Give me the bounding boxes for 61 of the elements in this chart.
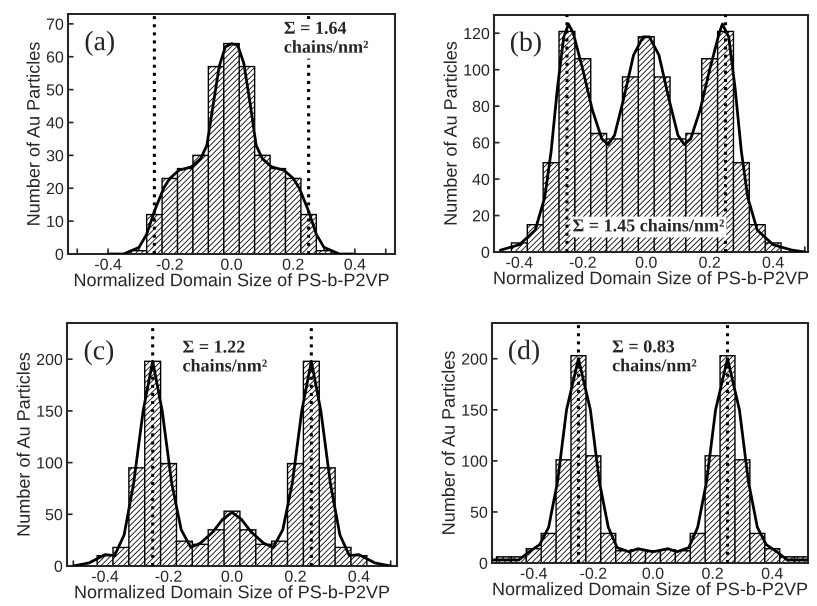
x-tick-label: 0.0 <box>222 570 242 582</box>
annotation: Σ = 1.45 chains/nm² <box>573 218 724 232</box>
y-tick-label: 0 <box>482 246 490 258</box>
y-tick-label: 50 <box>46 84 64 96</box>
y-tick-label: 50 <box>46 508 62 520</box>
y-tick-label: 70 <box>46 18 64 30</box>
y-tick-label: 0 <box>56 248 64 260</box>
y-axis-title: Number of Au Particles <box>16 352 30 536</box>
x-tick-label: -0.2 <box>570 256 596 268</box>
annotation: Σ = 1.22 chains/nm² <box>183 340 267 372</box>
x-axis-title: Normalized Domain Size of PS-b-P2VP <box>75 585 390 598</box>
x-tick-label: -0.2 <box>580 568 606 579</box>
y-tick-label: 60 <box>46 51 64 63</box>
y-axis-title: Number of Au Particles <box>26 42 40 225</box>
x-tick-label: 0.0 <box>221 258 242 270</box>
x-tick-label: -0.4 <box>520 568 548 579</box>
y-tick-label: 200 <box>462 353 488 365</box>
y-tick-label: 50 <box>470 506 488 518</box>
annotation: (c) <box>84 340 114 366</box>
x-tick-label: 0.2 <box>702 568 723 579</box>
x-tick-label: 0.2 <box>282 258 304 270</box>
y-tick-label: 100 <box>37 457 62 469</box>
annotation: (d) <box>509 340 539 365</box>
annotation: Σ = 0.83 chains/nm² <box>612 340 696 372</box>
y-tick-label: 40 <box>472 174 490 186</box>
annotation: Σ = 1.64 chains/nm² <box>284 22 368 53</box>
x-tick-label: -0.4 <box>95 258 122 270</box>
y-tick-label: 200 <box>36 354 62 366</box>
annotation: (b) <box>510 32 541 57</box>
x-axis-title: Normalized Domain Size of PS-b-P2VP <box>493 582 808 596</box>
y-tick-label: 0 <box>54 560 62 572</box>
x-tick-label: 0.4 <box>762 568 783 579</box>
y-axis-title: Number of Au Particles <box>444 42 457 224</box>
x-tick-label: 0.0 <box>636 256 657 268</box>
y-tick-label: 120 <box>464 28 490 40</box>
y-tick-label: 40 <box>46 117 64 128</box>
y-tick-label: 150 <box>37 406 62 417</box>
y-tick-label: 20 <box>472 210 490 222</box>
x-axis-title: Normalized Domain Size of PS-b-P2VP <box>74 273 389 286</box>
x-tick-label: -0.2 <box>156 258 183 270</box>
x-tick-label: 0.4 <box>344 258 366 270</box>
y-tick-label: 60 <box>472 137 490 149</box>
y-tick-label: 100 <box>464 64 490 76</box>
y-tick-label: 10 <box>47 216 64 228</box>
y-tick-label: 100 <box>462 456 488 467</box>
x-tick-label: 0.0 <box>642 568 664 579</box>
x-axis-title: Normalized Domain Size of PS-b-P2VP <box>494 271 808 284</box>
x-tick-label: 0.4 <box>762 256 784 268</box>
y-tick-label: 80 <box>472 100 490 112</box>
y-tick-label: 30 <box>46 150 64 162</box>
x-tick-label: -0.2 <box>155 570 182 582</box>
y-tick-label: 150 <box>462 404 488 416</box>
y-axis-title: Number of Au Particles <box>442 351 455 534</box>
x-tick-label: -0.4 <box>92 570 118 582</box>
y-tick-label: 20 <box>46 182 64 194</box>
x-tick-label: 0.4 <box>348 570 370 582</box>
x-tick-label: 0.2 <box>699 256 720 268</box>
y-tick-label: 0 <box>480 558 488 569</box>
x-tick-label: 0.2 <box>284 570 306 582</box>
annotation: (a) <box>86 30 114 56</box>
x-tick-label: -0.4 <box>506 256 533 268</box>
